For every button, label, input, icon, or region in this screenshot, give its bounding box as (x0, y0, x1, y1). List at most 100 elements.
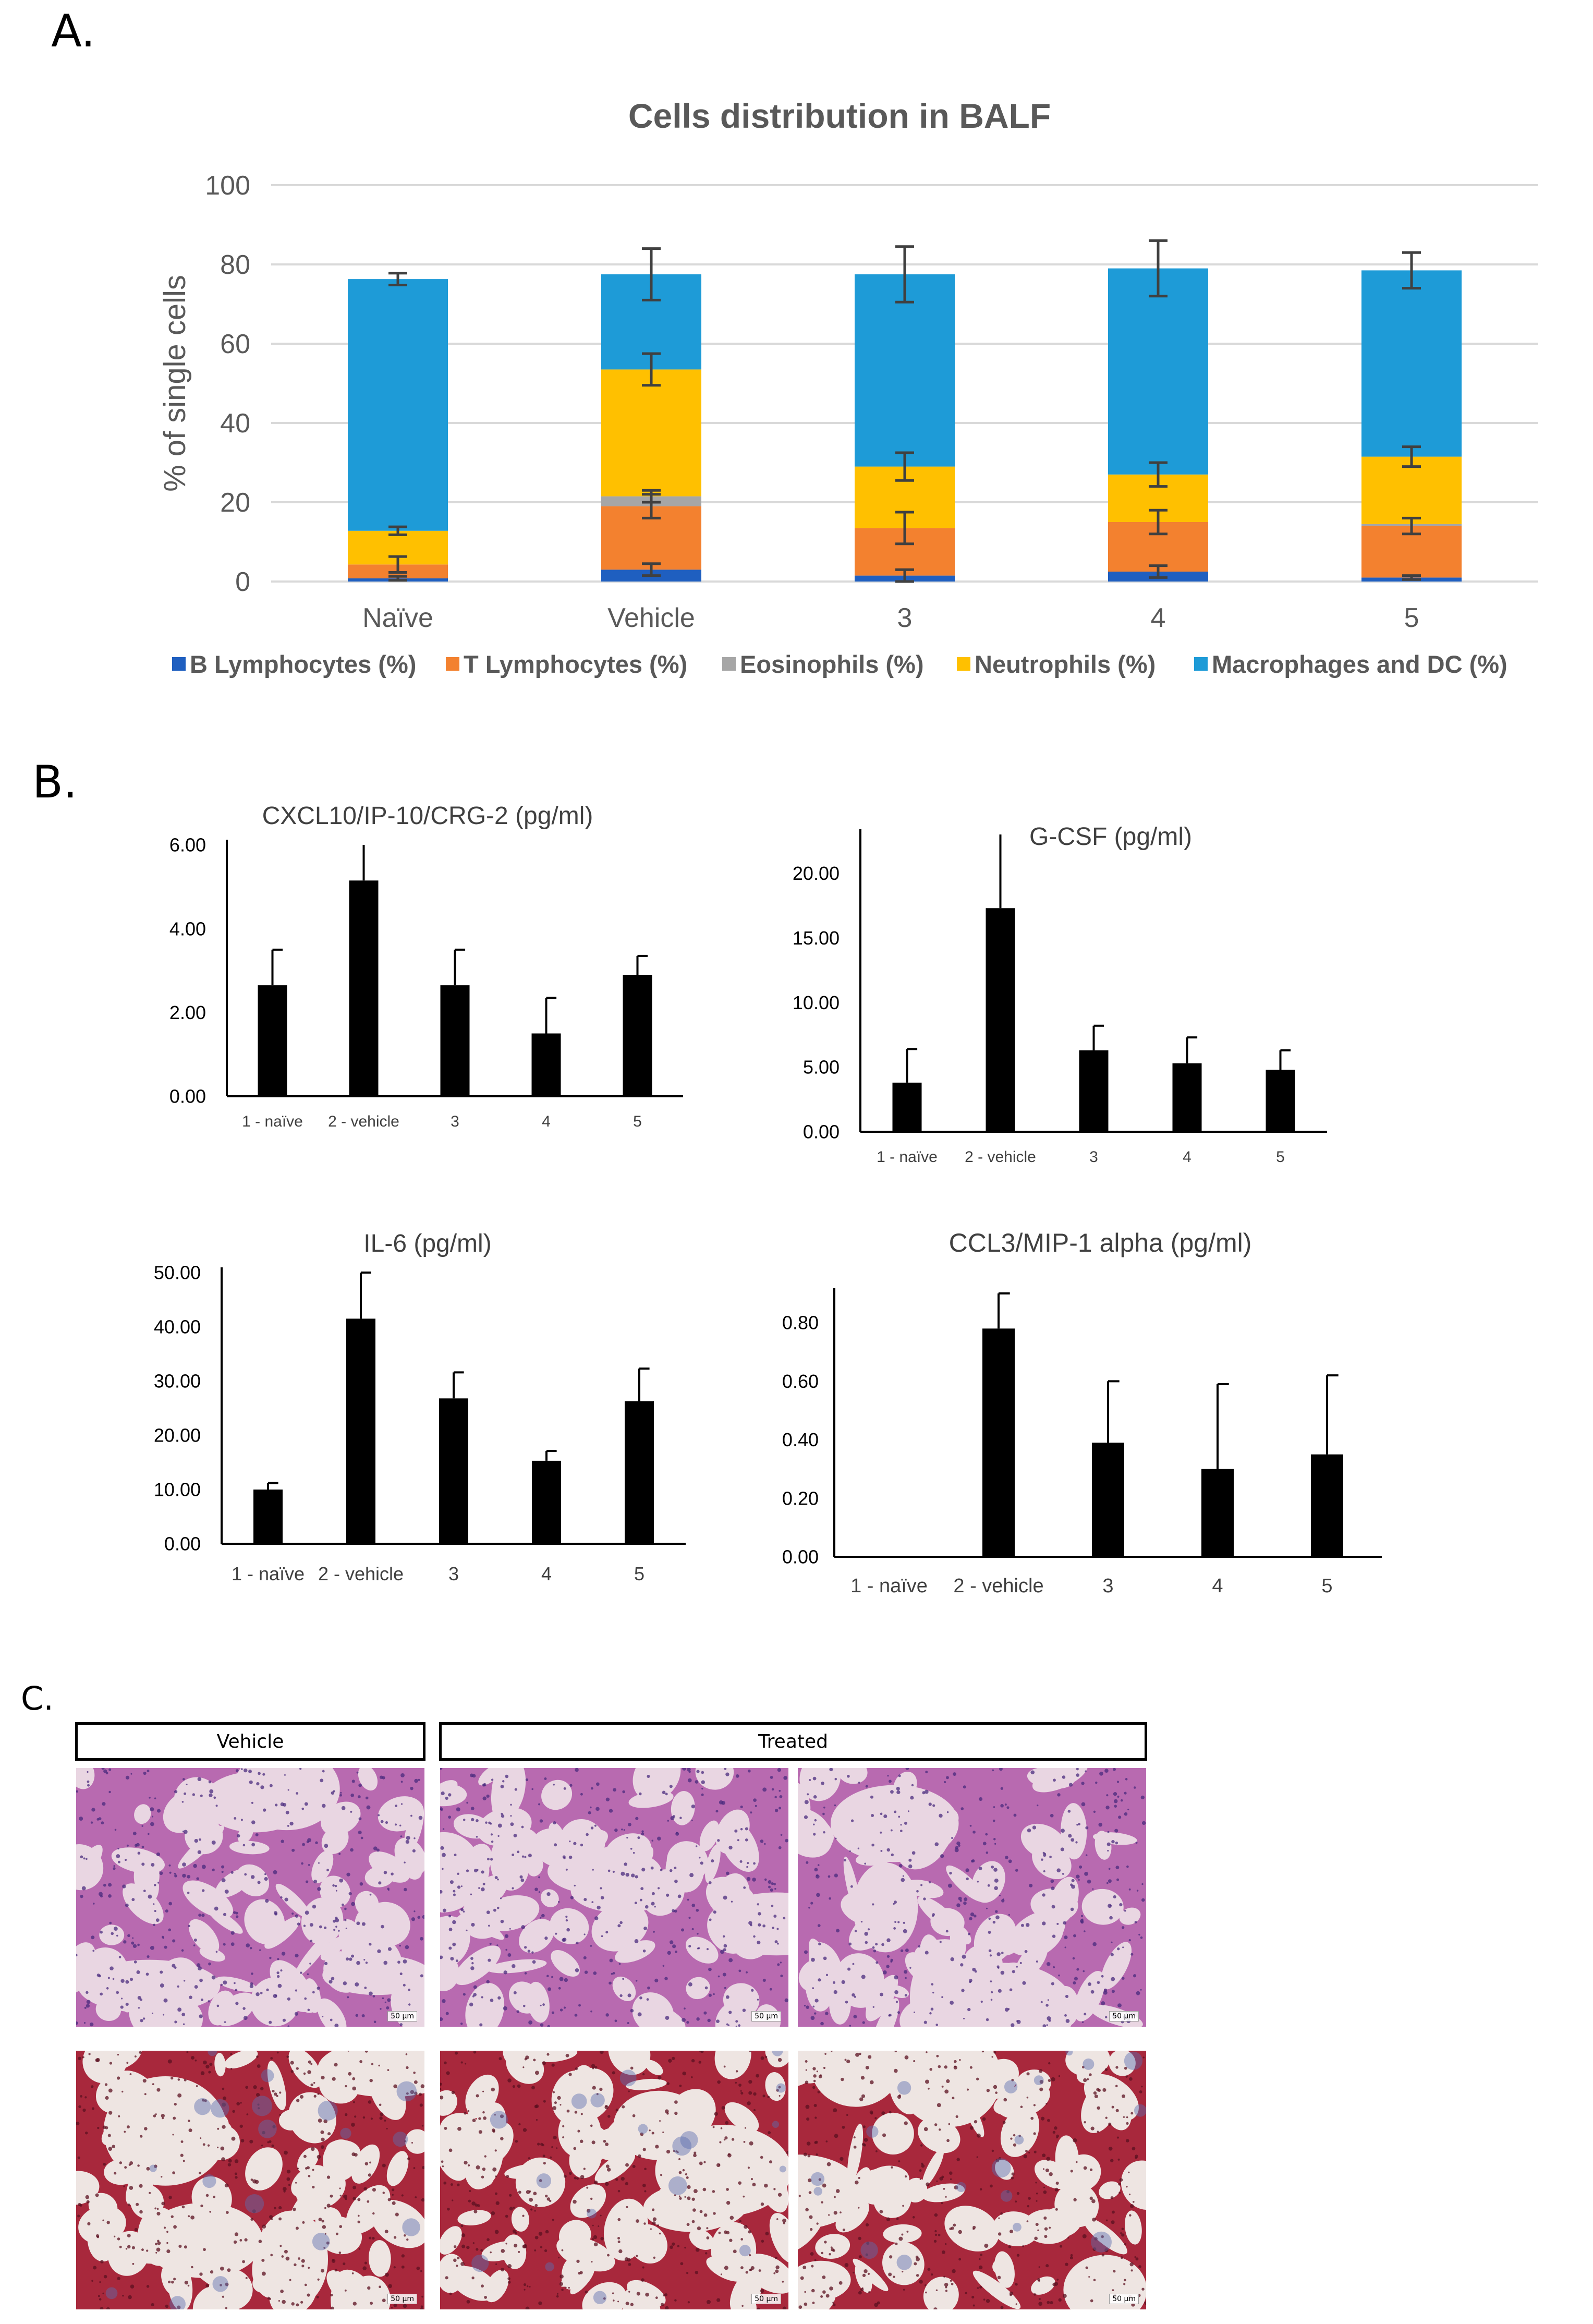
nucleus (296, 2067, 299, 2070)
nucleus (392, 2188, 395, 2192)
nucleus (532, 1960, 536, 1964)
nucleus (446, 2071, 450, 2075)
nucleus (823, 1956, 827, 1960)
nucleus (723, 2065, 726, 2068)
nucleus (302, 1843, 306, 1846)
nucleus (157, 2241, 161, 2245)
nucleus (406, 2066, 409, 2069)
nucleus (1092, 1942, 1097, 1946)
nucleus (313, 2081, 315, 2084)
nucleus (979, 1797, 983, 1801)
alveolar-space (477, 1807, 532, 1846)
nucleus (296, 2099, 300, 2102)
alveolar-space (1101, 1942, 1132, 1990)
nucleus (326, 2175, 331, 2179)
scale-bar-label: 50 µm (387, 2011, 417, 2022)
nucleus (552, 2106, 556, 2110)
nucleus (333, 1929, 336, 1931)
nucleus (449, 1880, 454, 1884)
nucleus (379, 2103, 382, 2107)
bar (982, 1328, 1015, 1557)
nucleus (194, 1838, 198, 1843)
nucleus (1050, 1813, 1054, 1818)
nucleus (954, 2060, 957, 2063)
nucleus (116, 1854, 120, 1858)
nucleus (1115, 2109, 1119, 2112)
nucleus (990, 1999, 993, 2001)
y-tick-label: 0.40 (782, 1429, 819, 1450)
legend-swatch (722, 657, 736, 671)
nucleus (253, 2085, 257, 2089)
nucleus (1026, 2220, 1029, 2222)
y-tick-label: 0 (235, 567, 250, 597)
nucleus (937, 2103, 941, 2108)
nucleus (533, 2059, 536, 2062)
nucleus (998, 1989, 1002, 1993)
nucleus (887, 1775, 889, 1777)
nucleus (947, 1883, 952, 1888)
nucleus (625, 2163, 629, 2167)
nucleus (565, 1916, 568, 1918)
nucleus (939, 2128, 941, 2131)
nucleus (150, 1807, 154, 1812)
nucleus (234, 2159, 239, 2163)
collagen-patch (672, 2136, 692, 2156)
x-tick-label: 3 (451, 1113, 459, 1130)
nucleus (224, 2021, 226, 2023)
error-bar (1186, 1036, 1198, 1063)
nucleus (342, 1903, 344, 1906)
nucleus (1133, 1974, 1137, 1978)
nucleus (807, 2154, 811, 2158)
nucleus (784, 1998, 788, 2003)
nucleus (330, 2293, 333, 2297)
nucleus (476, 2094, 479, 2098)
nucleus (357, 2214, 360, 2217)
nucleus (802, 2266, 807, 2270)
nucleus (708, 1967, 712, 1971)
nucleus (1090, 2299, 1093, 2303)
nucleus (137, 1996, 141, 2000)
nucleus (1087, 1879, 1091, 1884)
nucleus (953, 2065, 957, 2069)
nucleus (448, 1793, 452, 1797)
nucleus (542, 2154, 545, 2158)
nucleus (445, 2012, 449, 2015)
nucleus (1111, 2210, 1115, 2214)
nucleus (726, 2200, 731, 2205)
nucleus (352, 2197, 356, 2200)
nucleus (381, 1924, 384, 1929)
nucleus (612, 2071, 615, 2075)
nucleus (496, 1944, 498, 1946)
nucleus (1080, 1915, 1084, 1917)
error-bar (360, 1272, 371, 1319)
nucleus (544, 2249, 548, 2253)
nucleus (897, 2011, 901, 2014)
nucleus (678, 2195, 680, 2197)
nucleus (240, 2102, 242, 2104)
nucleus (1010, 2230, 1013, 2234)
nucleus (1030, 1770, 1035, 1775)
nucleus (491, 2211, 495, 2216)
nucleus (1087, 2078, 1089, 2080)
nucleus (116, 2076, 120, 2080)
nucleus (1016, 2254, 1020, 2257)
nucleus (453, 1893, 456, 1896)
nucleus (735, 2020, 738, 2023)
nucleus (952, 2269, 956, 2273)
nucleus (967, 2007, 971, 2012)
alveolar-space (1027, 1768, 1075, 1789)
nucleus (817, 1864, 820, 1866)
nucleus (528, 2157, 530, 2160)
nucleus (1093, 1810, 1096, 1813)
nucleus (1073, 2138, 1077, 2143)
nucleus (467, 2110, 470, 2112)
nucleus (594, 1916, 599, 1920)
nucleus (1109, 1916, 1113, 1920)
nucleus (380, 2008, 382, 2010)
nucleus (127, 2234, 131, 2237)
nucleus (1098, 1822, 1103, 1827)
nucleus (669, 1940, 674, 1944)
nucleus (79, 1817, 83, 1821)
alveolar-space (288, 2092, 336, 2144)
nucleus (916, 2257, 920, 2261)
